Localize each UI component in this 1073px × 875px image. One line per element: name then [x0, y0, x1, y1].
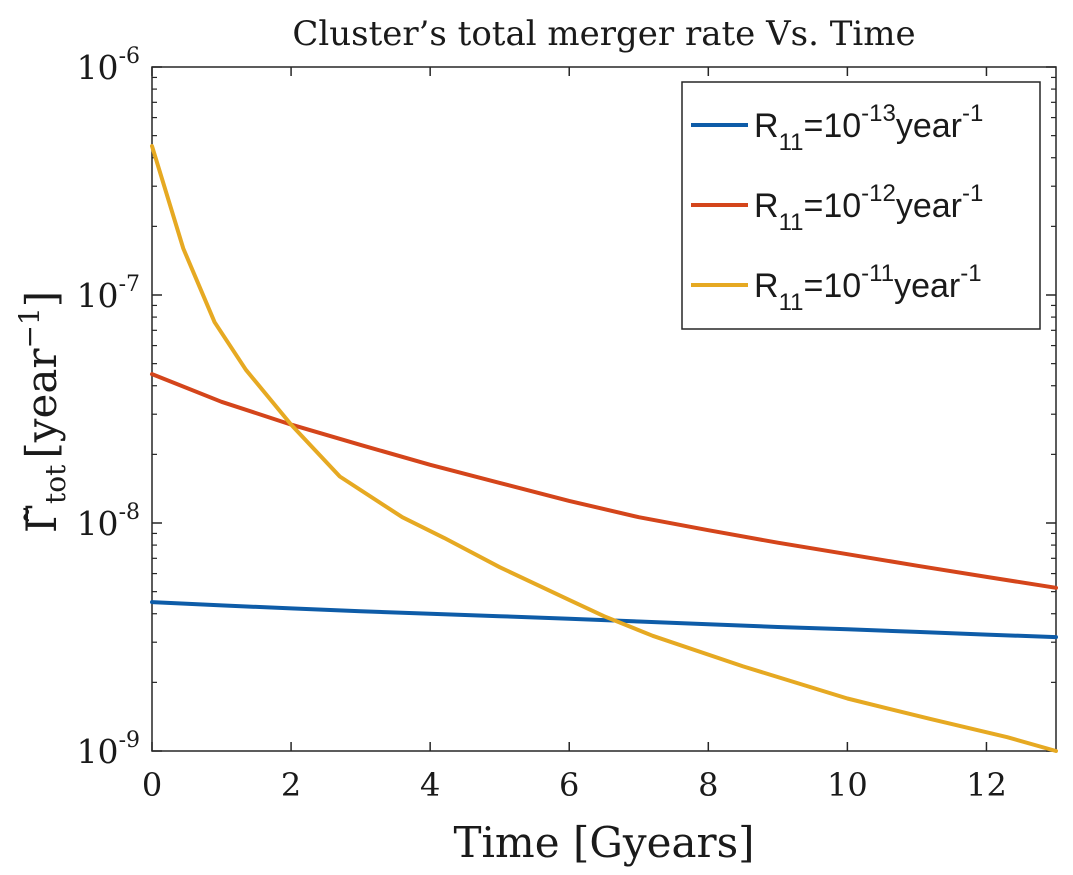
legend-entry-unit: year [896, 187, 962, 225]
legend-entry-base: R [754, 267, 779, 305]
legend-entry-unit-exp: -1 [960, 260, 981, 287]
x-tick-label: 12 [966, 766, 1007, 804]
svg-text:Γ̃tot[year−1]: Γ̃tot [year−1] [13, 291, 72, 533]
x-tick-label: 10 [827, 766, 868, 804]
y-tick-label-base: 10 [77, 732, 119, 771]
y-label-unit-exponent: −1 [13, 307, 46, 348]
x-tick-label: 2 [281, 766, 301, 804]
legend-entry-1: R11=10-13year-1 [754, 100, 983, 156]
x-axis-label: Time [Gyears] [453, 818, 754, 867]
series-line-3 [150, 144, 1058, 753]
legend-entry-base: R [754, 107, 779, 145]
legend-entry-mid: =10 [803, 187, 861, 225]
y-tick-label-exponent: -9 [119, 728, 140, 753]
legend: R11=10-13year-1R11=10-12year-1R11=10-11y… [681, 81, 1041, 330]
x-tick-label: 0 [142, 766, 162, 804]
y-label-unit-close: ] [17, 291, 66, 307]
legend-entry-exp: -13 [861, 100, 896, 127]
legend-entry-sub: 11 [779, 289, 804, 316]
y-axis-label: Γ̃tot [year−1] [13, 291, 72, 533]
legend-entry-base: R [754, 187, 779, 225]
legend-entry-unit: year [896, 107, 962, 145]
y-tick-label-base: 10 [77, 504, 119, 543]
y-tick-label: 10-7 [77, 272, 140, 315]
x-tick-label: 4 [420, 766, 440, 804]
series-line-1 [150, 600, 1058, 640]
legend-entry-exp: -12 [861, 180, 896, 207]
series-line-2 [150, 372, 1058, 590]
y-tick-label-exponent: -6 [119, 44, 140, 69]
x-tick-label: 8 [698, 766, 718, 804]
legend-entry-2: R11=10-12year-1 [754, 180, 983, 236]
legend-entry-unit: year [894, 267, 960, 305]
legend-entry-mid: =10 [803, 267, 861, 305]
y-tick-label-base: 10 [77, 48, 119, 87]
y-axis: 10-910-810-710-6 [77, 44, 1056, 771]
y-label-symbol: Γ̃ [17, 504, 66, 533]
legend-entry-3: R11=10-11year-1 [754, 260, 982, 316]
chart-title: Cluster’s total merger rate Vs. Time [292, 14, 915, 54]
legend-entry-unit-exp: -1 [962, 100, 983, 127]
legend-entry-unit-exp: -1 [962, 180, 983, 207]
y-label-subscript: tot [39, 464, 72, 504]
y-tick-label-exponent: -7 [119, 272, 140, 297]
y-tick-label: 10-9 [77, 728, 140, 771]
y-tick-label: 10-6 [77, 44, 140, 87]
y-tick-label-base: 10 [77, 276, 119, 315]
legend-entry-sub: 11 [779, 209, 804, 236]
y-tick-label: 10-8 [77, 500, 140, 543]
x-tick-label: 6 [559, 766, 579, 804]
legend-entry-sub: 11 [779, 129, 804, 156]
y-tick-label-exponent: -8 [119, 500, 140, 525]
y-label-unit-open: [year [17, 348, 66, 459]
legend-entry-mid: =10 [803, 107, 861, 145]
legend-entry-exp: -11 [861, 260, 894, 287]
plot-area-frame [151, 66, 1057, 752]
series-layer [150, 144, 1058, 753]
x-axis: 0 2 4 6 8 10 12 [142, 67, 1007, 804]
